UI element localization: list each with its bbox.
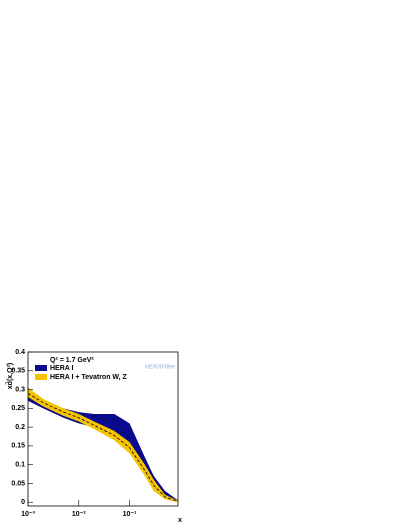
central-line	[27, 392, 179, 502]
x-tick-label: 10⁻³	[21, 511, 35, 518]
y-tick-label: 0.05	[11, 480, 25, 487]
legend-label: HERA I	[50, 365, 74, 372]
y-tick-label: 0.4	[15, 349, 25, 356]
legend-swatch	[35, 365, 47, 371]
legend-swatch	[35, 374, 47, 380]
x-tick-label: 10⁻²	[72, 511, 86, 518]
plot-frame	[27, 351, 179, 507]
logo: HERAFitter	[145, 365, 176, 371]
y-tick-label: 0.3	[15, 386, 25, 393]
x-tick-label: 10⁻¹	[123, 511, 137, 518]
annotation: Q² = 1.7 GeV²	[50, 357, 94, 364]
y-tick-label: 0.25	[11, 405, 25, 412]
y-tick-label: 0.35	[11, 368, 25, 375]
x-axis-label: x	[178, 517, 182, 524]
y-tick-label: 0	[21, 499, 25, 506]
y-tick-label: 0.1	[15, 462, 25, 469]
legend-label: HERA I + Tevatron W, Z	[50, 374, 128, 381]
y-axis-label: xd̄(x,Q²)	[5, 363, 14, 389]
y-tick-label: 0.2	[15, 424, 25, 431]
y-tick-label: 0.15	[11, 443, 25, 450]
band	[28, 387, 178, 503]
